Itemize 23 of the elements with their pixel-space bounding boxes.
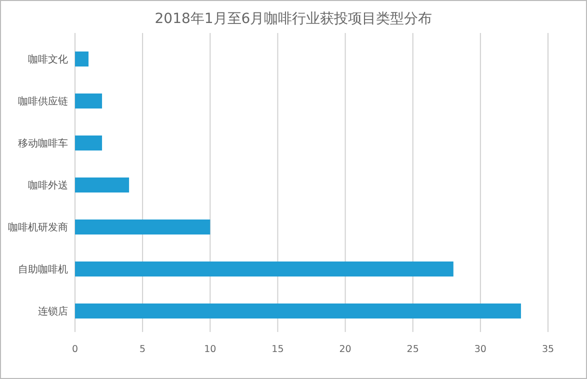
bar [75,220,210,234]
x-tick-label: 15 [272,344,284,355]
y-tick-label: 移动咖啡车 [18,138,68,150]
chart-title: 2018年1月至6月咖啡行业获投项目类型分布 [154,11,432,27]
bar [75,136,102,150]
x-tick-label: 30 [474,344,486,355]
bar [75,178,130,192]
x-tick-label: 10 [204,344,216,355]
x-tick-label: 20 [339,344,352,355]
y-tick-label: 咖啡供应链 [18,96,68,108]
x-tick-label: 25 [406,344,419,355]
bar [75,304,521,318]
x-tick-label: 5 [140,344,146,355]
x-tick-label: 35 [542,344,554,355]
x-tick-label: 0 [72,344,78,355]
bar [75,94,102,108]
y-tick-label: 连锁店 [38,306,68,318]
bar [75,262,454,276]
y-tick-label: 咖啡文化 [28,54,68,66]
y-tick-label: 咖啡外送 [28,180,68,192]
y-tick-label: 咖啡机研发商 [8,222,68,234]
y-tick-label: 自助咖啡机 [18,264,68,276]
bar [75,52,89,66]
